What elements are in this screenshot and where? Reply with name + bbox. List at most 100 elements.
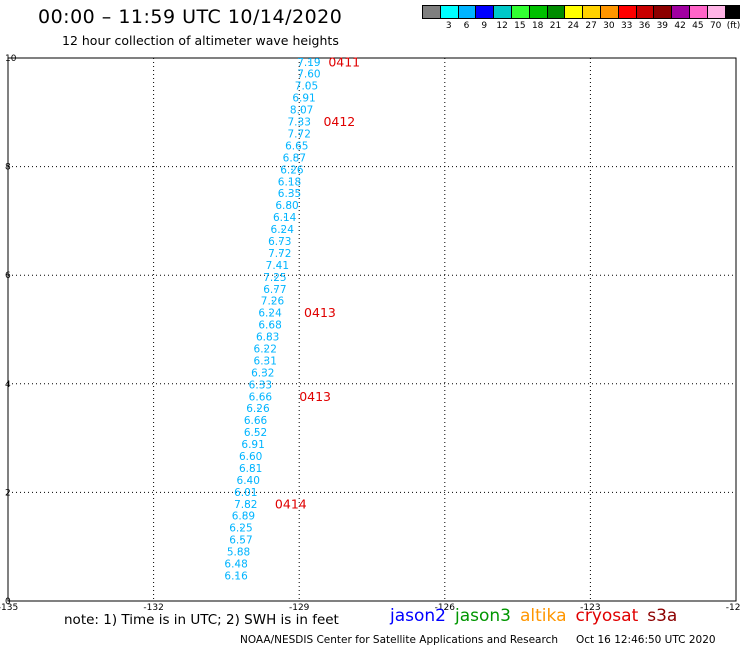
- wave-point: [281, 228, 284, 230]
- color-swatch: [688, 5, 707, 19]
- wave-point: [293, 156, 296, 159]
- wave-point: [298, 120, 301, 123]
- color-scale-label: 42: [674, 21, 686, 31]
- wave-height-label: 6.26: [246, 403, 270, 415]
- wave-height-label: 7.25: [263, 272, 286, 284]
- wave-point: [259, 383, 262, 386]
- color-swatch: [510, 5, 529, 19]
- wave-height-label: 6.16: [224, 570, 248, 582]
- color-swatch: [422, 5, 440, 19]
- color-swatch: [528, 5, 547, 19]
- wave-height-label: 6.14: [273, 212, 297, 224]
- wave-point: [254, 431, 257, 433]
- wave-height-label: 7.26: [261, 296, 285, 308]
- wave-point: [235, 574, 237, 577]
- color-scale-label: 3: [445, 21, 452, 31]
- wave-height-label: 6.60: [239, 451, 262, 463]
- wave-height-label: 6.48: [224, 559, 247, 571]
- color-swatch: [493, 5, 511, 19]
- color-scale-label: 18: [531, 21, 544, 31]
- wave-height-label: 6.83: [256, 332, 279, 344]
- y-tick-label: 8: [5, 163, 11, 173]
- time-label: 0412: [323, 114, 355, 129]
- wave-point: [240, 538, 242, 541]
- wave-height-label: 7.72: [268, 248, 291, 260]
- wave-point: [308, 72, 310, 75]
- wave-point: [274, 276, 276, 278]
- wave-point: [249, 467, 252, 469]
- color-scale-label: 30: [603, 21, 615, 31]
- wave-point: [286, 204, 288, 206]
- plot-frame: [7, 57, 737, 602]
- satellite-legend-item: jason2: [390, 606, 446, 626]
- wave-point: [300, 108, 303, 111]
- color-swatch: [724, 5, 740, 19]
- wave-point: [283, 216, 286, 218]
- y-tick-label: 0: [5, 597, 11, 607]
- x-tick-label: -126: [435, 603, 456, 613]
- chart-subtitle: 12 hour collection of altimeter wave hei…: [62, 33, 339, 48]
- wave-height-label: 6.91: [292, 93, 315, 105]
- y-tick-label: 6: [5, 271, 11, 281]
- color-scale-label: 27: [585, 21, 597, 31]
- wave-point: [259, 395, 262, 398]
- wave-height-label: 6.24: [271, 224, 295, 236]
- wave-height-label: 7.41: [266, 260, 289, 272]
- color-swatch: [599, 5, 618, 19]
- wave-point: [303, 96, 305, 99]
- time-label: 0413: [304, 305, 336, 320]
- wave-height-label: 6.32: [251, 367, 274, 379]
- color-scale-bar: [422, 5, 740, 19]
- wave-point: [271, 299, 274, 302]
- wave-height-label: 6.81: [239, 463, 262, 475]
- color-swatch: [653, 5, 672, 19]
- time-label: 0411: [328, 54, 360, 69]
- wave-point: [262, 371, 264, 374]
- wave-height-label: 6.65: [285, 140, 308, 152]
- wave-point: [269, 311, 271, 314]
- wave-height-label: 6.91: [241, 439, 264, 451]
- wave-point: [247, 479, 250, 481]
- satellite-legend-item: cryosat: [575, 606, 639, 626]
- wave-point: [242, 514, 245, 517]
- color-swatch: [582, 5, 600, 19]
- wave-height-label: 6.66: [249, 391, 273, 403]
- color-scale-label: 45: [692, 21, 704, 31]
- wave-point: [298, 132, 301, 135]
- x-tick-label: -129: [289, 603, 310, 613]
- wave-point: [257, 407, 259, 410]
- wave-height-label: 7.82: [234, 499, 257, 511]
- wave-point: [278, 252, 281, 254]
- time-label: 0413: [299, 389, 331, 404]
- wave-point: [245, 503, 247, 505]
- wave-point: [249, 455, 252, 457]
- y-tick-label: 4: [5, 380, 11, 390]
- satellite-legend-item: s3a: [647, 606, 678, 626]
- wave-point: [264, 359, 267, 362]
- wave-height-label: 5.88: [227, 547, 250, 559]
- wave-height-label: 7.60: [297, 69, 320, 81]
- color-swatch: [706, 5, 725, 19]
- wave-height-label: 6.33: [249, 379, 272, 391]
- wave-height-label: 6.89: [232, 511, 255, 523]
- color-scale-label: 36: [638, 21, 651, 31]
- color-scale-label: 33: [620, 21, 633, 31]
- wave-height-label: 6.31: [254, 355, 277, 367]
- chart-title: 00:00 – 11:59 UTC 10/14/2020: [38, 6, 343, 28]
- wave-point: [269, 323, 271, 326]
- wave-height-label: 6.40: [237, 475, 260, 487]
- wave-height-label: 6.26: [280, 164, 304, 176]
- wave-height-label: 6.22: [254, 344, 277, 356]
- x-tick-label: -132: [143, 603, 163, 613]
- wave-point: [274, 287, 276, 290]
- wave-height-label: 7.72: [288, 128, 311, 140]
- wave-height-label: 6.66: [244, 415, 268, 427]
- color-swatch: [457, 5, 476, 19]
- color-swatch: [475, 5, 494, 19]
- wave-height-label: 8.07: [290, 105, 313, 117]
- wave-height-label: 6.68: [258, 320, 281, 332]
- wave-height-label: 6.35: [278, 188, 301, 200]
- color-scale-labels: 3 6 9 12 15 18 21 24 27 30 33 36 39 42 45 70 (ft): [422, 21, 740, 33]
- wave-point: [245, 491, 247, 493]
